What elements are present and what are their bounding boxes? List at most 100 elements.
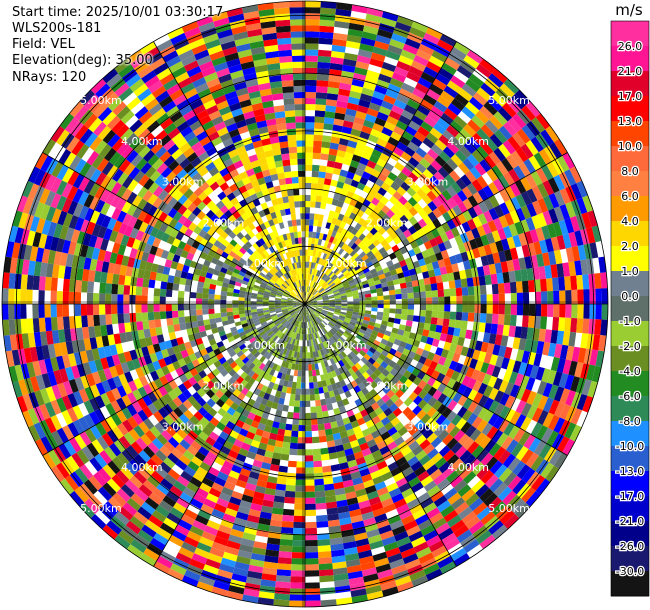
velocity-gate (347, 256, 355, 264)
velocity-gate (327, 81, 341, 89)
velocity-gate (366, 69, 380, 80)
velocity-gate (97, 106, 113, 122)
velocity-gate (245, 241, 253, 249)
velocity-gate (94, 185, 106, 200)
velocity-gate (288, 277, 293, 284)
velocity-gate (177, 403, 188, 414)
velocity-gate (281, 297, 288, 301)
velocity-gate (161, 273, 169, 283)
velocity-gate (350, 84, 363, 94)
velocity-gate (305, 37, 319, 44)
velocity-gate (589, 288, 596, 304)
velocity-gate (462, 386, 473, 398)
velocity-gate (378, 328, 386, 335)
velocity-gate (548, 342, 557, 357)
velocity-gate (370, 470, 382, 480)
velocity-gate (553, 290, 560, 304)
velocity-gate (135, 437, 148, 450)
velocity-gate (371, 449, 382, 459)
velocity-gate (451, 137, 464, 150)
velocity-gate (498, 125, 513, 140)
velocity-gate (53, 251, 62, 266)
velocity-gate (32, 304, 39, 319)
velocity-gate (354, 168, 365, 177)
velocity-gate (159, 95, 173, 108)
velocity-gate (248, 255, 256, 262)
velocity-gate (598, 256, 607, 273)
velocity-gate (562, 152, 575, 170)
velocity-gate (319, 25, 335, 33)
velocity-gate (180, 364, 190, 374)
velocity-gate (392, 407, 403, 417)
velocity-gate (583, 243, 593, 260)
velocity-gate (262, 334, 269, 341)
velocity-gate (491, 230, 501, 243)
velocity-gate (105, 314, 113, 325)
velocity-gate (395, 293, 402, 300)
velocity-gate (395, 456, 408, 467)
velocity-gate (213, 536, 229, 547)
velocity-gate (461, 375, 472, 387)
velocity-gate (147, 193, 158, 205)
velocity-gate (574, 230, 584, 246)
velocity-gate (123, 313, 131, 323)
velocity-gate (226, 291, 234, 297)
velocity-gate (441, 62, 457, 76)
velocity-gate (314, 332, 318, 339)
velocity-gate (274, 306, 282, 309)
velocity-gate (226, 540, 241, 550)
velocity-gate (2, 304, 9, 320)
velocity-gate (408, 332, 417, 340)
velocity-gate (205, 471, 217, 483)
velocity-gate (283, 281, 289, 287)
velocity-gate (210, 214, 220, 223)
velocity-gate (305, 364, 309, 371)
velocity-gate (3, 335, 12, 352)
velocity-gate (498, 250, 507, 263)
velocity-gate (368, 102, 381, 112)
velocity-gate (378, 574, 395, 585)
velocity-gate (402, 466, 414, 478)
velocity-gate (558, 373, 569, 389)
velocity-gate (376, 315, 383, 321)
velocity-gate (371, 272, 379, 278)
velocity-gate (299, 400, 305, 407)
velocity-gate (377, 187, 387, 197)
velocity-gate (289, 594, 305, 601)
velocity-gate (398, 195, 408, 206)
velocity-gate (363, 453, 374, 463)
velocity-gate (354, 412, 363, 421)
velocity-gates (2, 1, 608, 607)
velocity-gate (423, 502, 437, 514)
velocity-gate (144, 497, 159, 510)
velocity-gate (564, 169, 577, 186)
velocity-gate (157, 358, 167, 369)
velocity-gate (258, 390, 266, 399)
velocity-gate (276, 331, 283, 337)
velocity-gate (183, 434, 195, 446)
velocity-gate (218, 271, 226, 278)
velocity-gate (437, 259, 446, 268)
velocity-gate (364, 579, 381, 589)
velocity-gate (99, 282, 107, 294)
velocity-gate (317, 55, 331, 63)
velocity-gate (158, 211, 168, 223)
velocity-gate (332, 124, 343, 133)
velocity-gate (141, 286, 149, 296)
velocity-gate (457, 243, 467, 254)
velocity-gate (309, 307, 316, 312)
velocity-gate (418, 208, 428, 219)
velocity-gate (229, 496, 242, 506)
velocity-gate (316, 298, 323, 301)
velocity-gate (269, 292, 277, 297)
velocity-gate (503, 121, 517, 137)
velocity-gate (208, 166, 220, 177)
velocity-gate (352, 526, 367, 536)
velocity-gate (120, 484, 135, 498)
velocity-gate (279, 317, 286, 322)
velocity-gate (316, 317, 322, 323)
velocity-gate (463, 55, 480, 69)
velocity-gate (477, 382, 488, 395)
velocity-gate (326, 313, 333, 318)
velocity-gate (423, 116, 437, 128)
